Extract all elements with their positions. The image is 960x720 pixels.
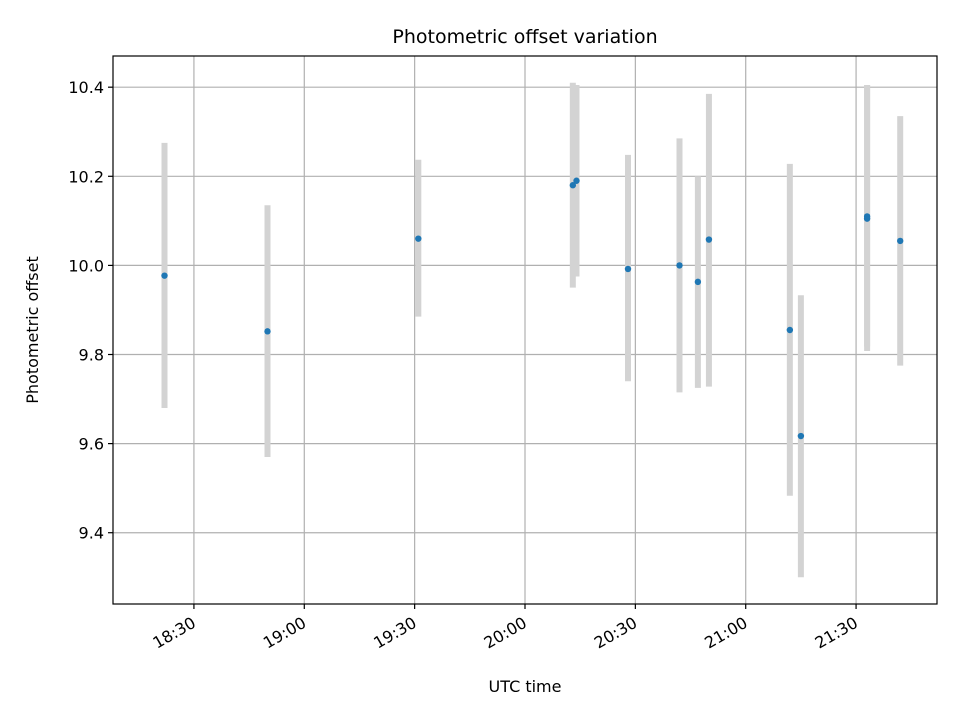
data-point (797, 432, 805, 440)
data-point (264, 328, 271, 335)
x-axis-title: UTC time (489, 677, 562, 696)
data-point (676, 262, 683, 269)
y-tick-label: 9.8 (79, 346, 104, 365)
chart-title: Photometric offset variation (392, 26, 657, 48)
data-point (573, 177, 580, 184)
data-point (624, 265, 632, 273)
y-tick-label: 9.6 (79, 435, 104, 454)
data-point (415, 235, 422, 242)
data-point (705, 236, 713, 243)
data-point (863, 213, 871, 220)
y-tick-label: 10.0 (68, 256, 104, 275)
y-tick-label: 9.4 (79, 524, 104, 543)
data-point (569, 182, 577, 189)
y-axis-title: Photometric offset (23, 256, 42, 404)
y-tick-label: 10.2 (68, 167, 104, 186)
data-point (897, 237, 904, 245)
y-tick-label: 10.4 (68, 78, 104, 97)
data-point (786, 326, 794, 334)
data-point (161, 272, 168, 279)
data-points (161, 177, 904, 440)
data-point (694, 278, 702, 286)
